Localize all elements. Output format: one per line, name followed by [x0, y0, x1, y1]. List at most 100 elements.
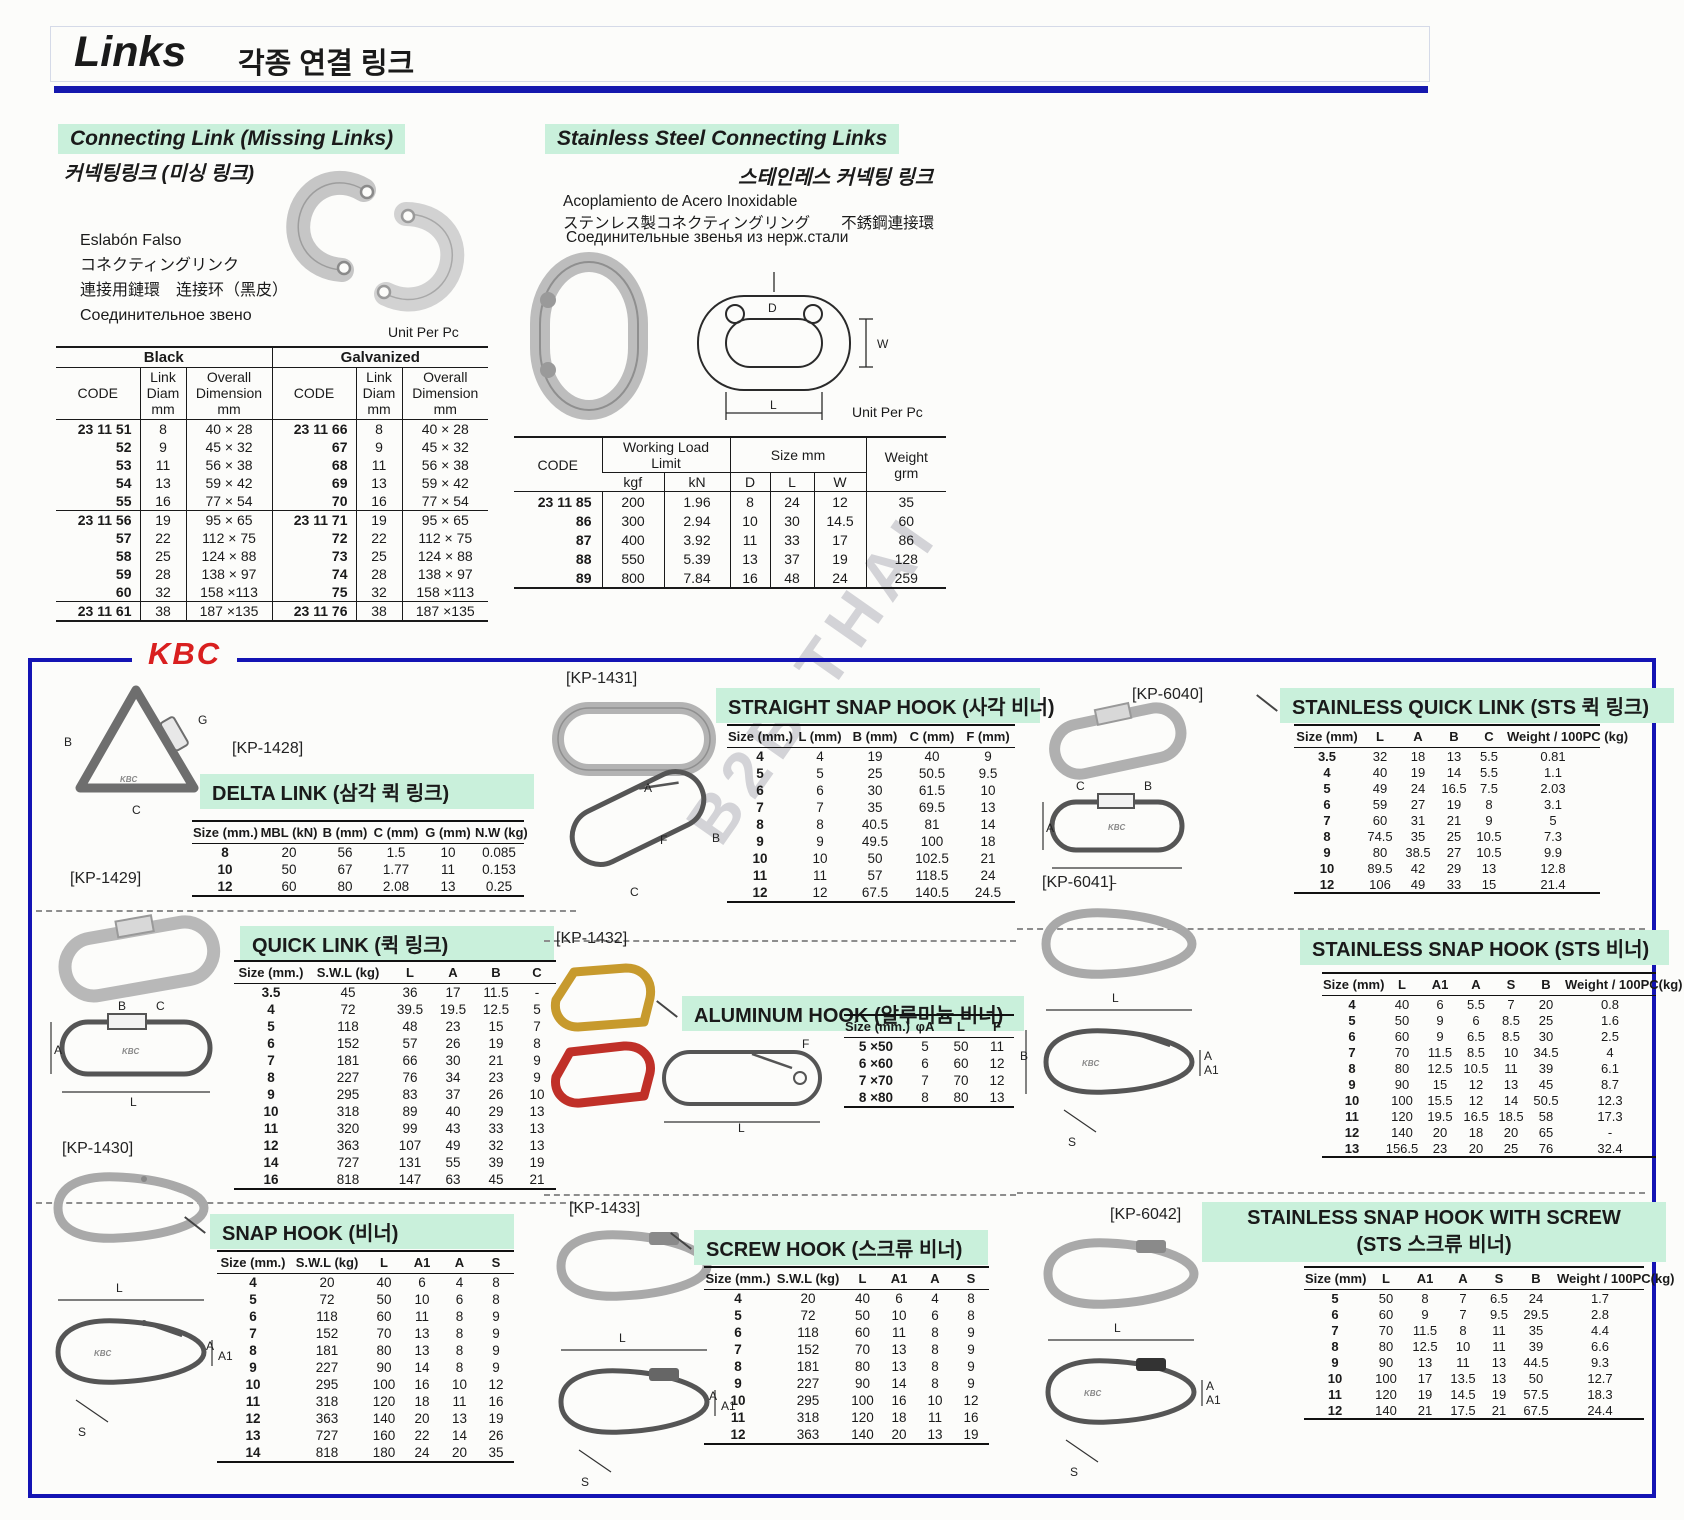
table-cell: 12	[813, 491, 867, 512]
connecting-unit-label: Unit Per Pc	[388, 324, 459, 340]
table-row: 7 7 35 69.5 13	[727, 799, 1015, 816]
table-cell: 69.5	[918, 800, 946, 815]
column-header: B	[1541, 977, 1551, 992]
table-cell: 60	[376, 1309, 392, 1324]
dim-label-l: L	[1112, 991, 1119, 1005]
table-cell: 80	[1372, 844, 1388, 860]
table-row: 58 25 124 × 88 73 25 124 × 88	[56, 546, 489, 565]
table-cell: 9	[492, 1309, 500, 1324]
table-cell: 2.03	[1540, 780, 1566, 796]
table-cell: 23 11 66	[271, 419, 356, 438]
table-cell: 12.5	[1412, 1338, 1438, 1354]
separator-dashed	[544, 1194, 1016, 1196]
table-cell: 9.3	[1590, 1354, 1610, 1370]
table-cell: 24.4	[1587, 1402, 1613, 1418]
table-row: 4 40 19 14 5.5 1.1	[1294, 764, 1600, 780]
table-row: 55 16 77 × 54 70 16 77 × 54	[56, 491, 489, 511]
table-cell: 0.25	[485, 879, 513, 894]
table-cell: -	[534, 985, 540, 1000]
table-cell: 7	[1323, 812, 1331, 828]
table-cell: 14	[414, 1360, 430, 1375]
table-cell: 34.5	[1533, 1044, 1559, 1060]
column-header: A	[930, 1271, 940, 1286]
table-row: 53 11 56 × 38 68 11 56 × 38	[56, 455, 489, 474]
dim-label-g: G	[198, 713, 207, 727]
stainless-name-es: Acoplamiento de Acero Inoxidable	[563, 193, 798, 210]
table-cell: 12	[1468, 1076, 1484, 1092]
table-cell: -	[1607, 1124, 1613, 1140]
dim-label-s: S	[581, 1475, 589, 1489]
table-cell: 50	[1378, 1290, 1394, 1306]
page-title: Links	[74, 28, 187, 76]
column-header: L	[858, 1271, 867, 1286]
table-cell: 50.5	[918, 766, 946, 781]
table-cell: 65	[1538, 1124, 1554, 1140]
product-code-kp1432: [KP-1432]	[556, 930, 628, 947]
table-header-row: Size (mm) L A1 A S B Weight / 100PC(kg)	[1322, 973, 1683, 996]
column-header: L (mm)	[798, 729, 842, 744]
table-cell: 112 × 75	[185, 528, 272, 547]
table-cell: 60	[854, 1325, 871, 1340]
table-cell: 11	[729, 530, 771, 550]
table-cell: 21	[1491, 1402, 1507, 1418]
table-cell: 181	[336, 1053, 360, 1068]
table-cell: 74.5	[1367, 828, 1393, 844]
table-cell: 9	[1436, 1012, 1444, 1028]
table-cell: 20	[1503, 1124, 1519, 1140]
table-cell: 14	[263, 1155, 279, 1170]
table-row: 5 5 25 50.5 9.5	[727, 765, 1015, 782]
table-cell: 9	[492, 1360, 500, 1375]
table-cell: 9	[984, 749, 992, 764]
dim-label-l: L	[619, 1331, 626, 1345]
table-cell: 72	[271, 528, 356, 547]
snap-hook-table: Size (mm.) S.W.L (kg) L A1 A S 4 20 40 6 4 8 5 72 50 10…	[217, 1250, 514, 1463]
table-cell: 7	[533, 1019, 541, 1034]
table-cell: 140.5	[915, 885, 949, 900]
table-cell: 67.5	[861, 885, 889, 900]
table-row: 6 118 60 11 8 9	[217, 1308, 514, 1325]
table-cell: 4	[931, 1291, 939, 1306]
table-cell: 15	[1481, 876, 1497, 892]
table-cell: 9	[139, 437, 186, 456]
table-row: 52 9 45 × 32 67 9 45 × 32	[56, 437, 489, 456]
table-cell: 4	[1606, 1044, 1614, 1060]
table-cell: 26	[488, 1428, 504, 1443]
table-cell: 35	[488, 1445, 504, 1460]
table-cell: 14	[245, 1445, 261, 1460]
table-cell: 58	[1538, 1108, 1554, 1124]
table-cell: 26	[488, 1087, 504, 1102]
table-cell: 4	[756, 749, 764, 764]
table-cell: 19	[1446, 796, 1462, 812]
column-header: W	[813, 472, 867, 492]
table-cell: 13	[1417, 1354, 1433, 1370]
column-header: Overall Dimension mm	[185, 367, 272, 420]
table-cell: 11	[139, 455, 186, 474]
table-cell: 16	[963, 1410, 979, 1425]
table-cell: 9	[492, 1326, 500, 1341]
table-cell: 10	[980, 783, 996, 798]
title-aluminum-hook: ALUMINUM HOOK (알루미늄 비너)	[682, 996, 1024, 1031]
table-cell: 11	[1345, 1108, 1359, 1124]
table-cell: 8	[455, 1343, 464, 1358]
table-cell: 23 11 71	[271, 509, 356, 529]
table-cell: 19	[963, 1427, 979, 1442]
table-cell: 11	[355, 455, 402, 474]
table-cell: 21	[1417, 1402, 1433, 1418]
table-cell: 32	[139, 582, 186, 602]
table-cell: 32.4	[1597, 1140, 1623, 1156]
table-cell: 75	[271, 582, 356, 602]
connecting-link-table: Black Galvanized CODE Link Diam mm Overall D…	[56, 346, 489, 622]
table-cell: 400	[601, 530, 664, 550]
table-cell: 16	[263, 1172, 279, 1187]
table-row: 4 4 19 40 9	[727, 748, 1015, 766]
table-row: 9 227 90 14 8 9	[217, 1359, 514, 1376]
table-cell: 86	[575, 512, 592, 529]
table-cell: 25	[1503, 1140, 1519, 1156]
table-cell: 43	[445, 1121, 461, 1136]
table-row: 54 13 59 × 42 69 13 59 × 42	[56, 473, 489, 492]
table-cell: 227	[796, 1376, 820, 1391]
table-cell: 33	[488, 1121, 504, 1136]
table-cell: 9	[967, 1376, 975, 1391]
table-row: 4 20 40 6 4 8	[217, 1274, 514, 1292]
straight-snap-hook-drawing: A B F C	[552, 702, 720, 899]
